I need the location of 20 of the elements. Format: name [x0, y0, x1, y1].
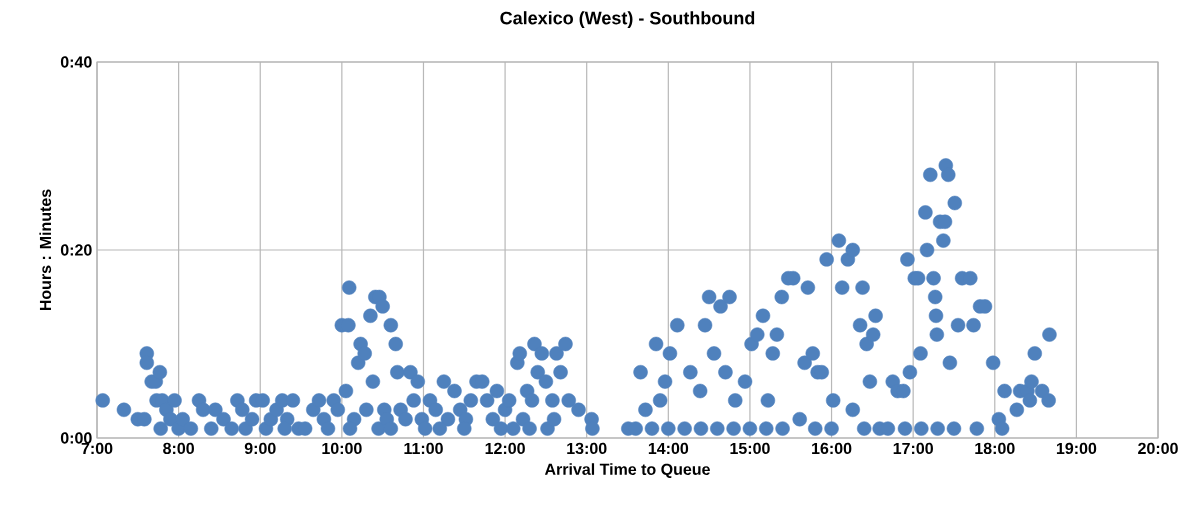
y-tick-label: 0:00	[60, 432, 92, 444]
x-tick-label: 8:00	[163, 442, 194, 455]
y-tick-label: 0:20	[60, 244, 92, 256]
x-tick-label: 13:00	[567, 442, 607, 455]
chart-title: Calexico (West) - Southbound	[500, 11, 755, 28]
x-tick-label: 17:00	[893, 442, 933, 455]
x-tick-label: 11:00	[404, 442, 443, 455]
x-tick-label: 16:00	[812, 442, 852, 455]
y-tick-label: 0:40	[60, 56, 92, 68]
x-tick-label: 9:00	[244, 442, 276, 455]
x-tick-label: 12:00	[485, 442, 525, 455]
x-tick-label: 15:00	[730, 442, 770, 455]
x-tick-label: 19:00	[1056, 442, 1097, 455]
x-tick-label: 18:00	[975, 442, 1015, 455]
y-axis-title: Hours : Minutes	[39, 189, 52, 311]
x-tick-label: 14:00	[648, 442, 689, 455]
x-axis-title: Arrival Time to Queue	[544, 463, 710, 478]
x-tick-label: 7:00	[81, 442, 113, 455]
x-tick-label: 20:00	[1138, 442, 1178, 455]
x-tick-label: 10:00	[322, 442, 362, 455]
